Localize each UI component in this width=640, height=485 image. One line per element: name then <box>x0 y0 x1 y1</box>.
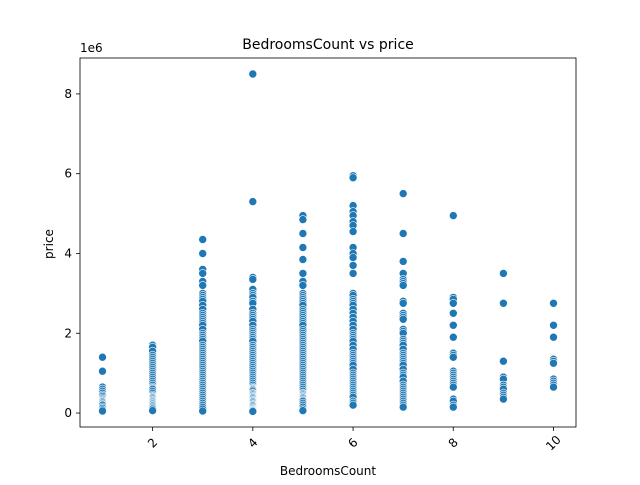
data-point <box>348 269 358 278</box>
data-point <box>198 235 207 244</box>
y-tick-label: 2 <box>64 326 72 340</box>
data-point <box>448 298 458 308</box>
chart-title: BedroomsCount vs price <box>242 37 414 53</box>
data-point <box>298 229 308 238</box>
y-tick-label: 0 <box>64 406 72 420</box>
data-point <box>348 227 358 236</box>
data-point <box>348 173 358 182</box>
data-point <box>448 402 458 412</box>
data-point <box>248 407 258 416</box>
data-point <box>398 298 408 308</box>
data-point <box>499 269 508 278</box>
data-point <box>298 406 308 415</box>
y-tick-label: 4 <box>64 246 72 260</box>
y-axis-offset-label: 1e6 <box>80 41 103 55</box>
data-point <box>448 352 458 362</box>
data-point <box>499 298 508 308</box>
data-point <box>549 320 558 330</box>
data-point <box>448 211 458 220</box>
data-point <box>499 394 508 404</box>
data-point <box>448 320 458 330</box>
data-point <box>448 308 458 318</box>
data-point <box>98 366 107 376</box>
plot-frame <box>79 57 577 428</box>
x-axis-label: BedroomsCount <box>280 464 376 478</box>
data-point <box>549 332 558 342</box>
data-point <box>248 275 258 284</box>
data-point <box>398 257 408 266</box>
data-point <box>248 197 258 206</box>
data-point <box>549 358 558 368</box>
data-point <box>448 332 458 342</box>
data-point <box>248 69 258 79</box>
data-point <box>398 314 408 324</box>
data-point <box>348 261 358 270</box>
data-point <box>298 215 308 224</box>
data-point <box>298 281 308 290</box>
y-tick-label: 8 <box>64 87 72 101</box>
data-point <box>398 281 408 290</box>
data-point <box>298 255 308 264</box>
data-point <box>448 382 458 392</box>
y-tick-label: 6 <box>64 167 72 181</box>
data-point <box>348 253 358 262</box>
data-point <box>198 269 207 278</box>
data-point <box>148 406 157 415</box>
data-point <box>549 298 558 308</box>
data-point <box>198 406 207 416</box>
data-point <box>398 189 408 198</box>
data-point <box>198 249 207 258</box>
data-point <box>98 406 107 416</box>
data-point <box>298 243 308 252</box>
data-point <box>499 356 508 366</box>
y-axis-label: price <box>42 229 56 259</box>
points-layer <box>98 69 558 416</box>
data-point <box>398 229 408 238</box>
data-point <box>298 269 308 278</box>
data-point <box>398 402 408 412</box>
data-point <box>198 281 207 290</box>
data-point <box>549 382 558 392</box>
data-point <box>348 400 358 410</box>
data-point <box>98 352 107 362</box>
